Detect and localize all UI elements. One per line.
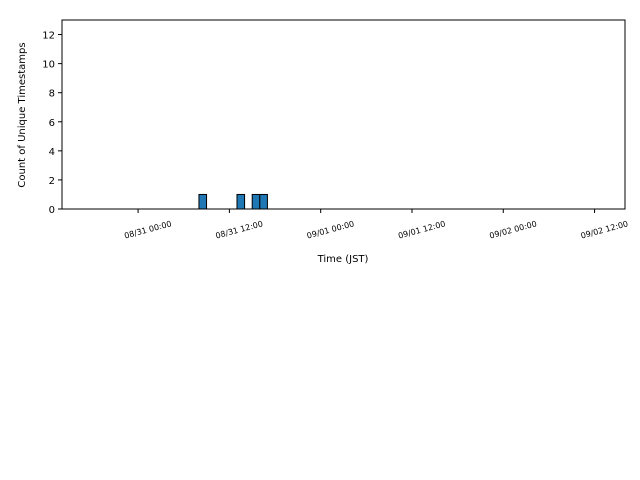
bar bbox=[236, 193, 246, 210]
y-tick-label: 12 bbox=[42, 31, 55, 42]
x-tick-label: 08/31 12:00 bbox=[215, 219, 264, 240]
y-tick-label: 10 bbox=[42, 60, 55, 71]
y-tick-label: 2 bbox=[49, 176, 55, 187]
bar bbox=[198, 193, 208, 210]
y-tick-label: 0 bbox=[49, 205, 55, 216]
x-tick-label: 08/31 00:00 bbox=[123, 219, 172, 240]
x-axis-label: Time (JST) bbox=[317, 254, 369, 265]
bar bbox=[251, 193, 261, 210]
x-tick-label: 09/02 12:00 bbox=[580, 219, 629, 240]
x-tick-label: 09/01 12:00 bbox=[397, 219, 446, 240]
plot-frame bbox=[61, 19, 626, 210]
bar bbox=[259, 193, 268, 210]
y-tick-label: 4 bbox=[49, 147, 55, 158]
x-tick-label: 09/01 00:00 bbox=[306, 219, 355, 240]
y-tick-label: 8 bbox=[49, 89, 55, 100]
y-tick-label: 6 bbox=[49, 118, 55, 129]
y-axis-label: Count of Unique Timestamps bbox=[17, 42, 28, 187]
x-tick-label: 09/02 00:00 bbox=[488, 219, 537, 240]
